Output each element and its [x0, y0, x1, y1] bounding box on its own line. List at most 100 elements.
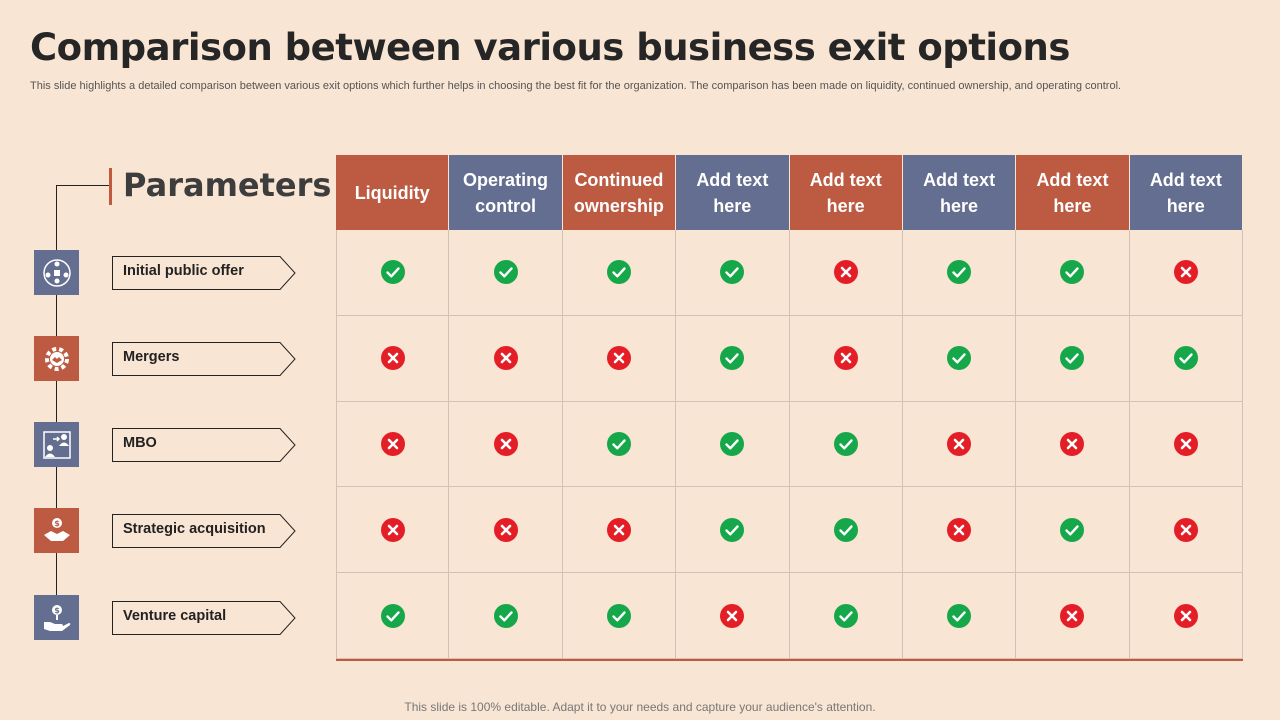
table-cell [902, 573, 1017, 659]
table-cell [449, 230, 563, 316]
check-icon [606, 603, 632, 629]
cross-icon [493, 345, 519, 371]
table-cell [1016, 487, 1130, 574]
table-cell [336, 401, 450, 488]
table-cell [902, 230, 1017, 316]
check-icon [606, 259, 632, 285]
table-cell [449, 573, 563, 659]
parameter-label: Mergers [112, 342, 296, 376]
column-header: Add text here [1016, 155, 1130, 230]
check-icon [946, 345, 972, 371]
table-cell [1129, 401, 1243, 488]
column-header: Liquidity [336, 155, 450, 230]
table-cell [1016, 315, 1130, 402]
check-icon [493, 603, 519, 629]
table-cell [789, 573, 903, 659]
check-icon [380, 603, 406, 629]
parameter-label-text: MBO [123, 435, 157, 451]
page-subtitle: This slide highlights a detailed compari… [30, 80, 1122, 92]
table-cell [789, 401, 903, 488]
parameter-label-text: Initial public offer [123, 263, 244, 279]
table-cell [676, 315, 790, 402]
cross-icon [1173, 259, 1199, 285]
cross-icon [946, 431, 972, 457]
column-header: Operating control [449, 155, 563, 230]
parameter-label: Strategic acquisition [112, 514, 296, 548]
table-cell [676, 487, 790, 574]
check-icon [606, 431, 632, 457]
table-cell [1129, 487, 1243, 574]
table-cell [1016, 401, 1130, 488]
table-cell [562, 401, 677, 488]
svg-text:$: $ [54, 606, 60, 615]
check-icon [493, 259, 519, 285]
check-icon [946, 603, 972, 629]
column-header: Continued ownership [562, 155, 677, 230]
parameter-label-text: Venture capital [123, 608, 227, 624]
check-icon [1173, 345, 1199, 371]
table-cell [336, 487, 450, 574]
column-header: Add text here [789, 155, 903, 230]
column-header: Add text here [902, 155, 1017, 230]
cross-icon [606, 517, 632, 543]
check-icon [380, 259, 406, 285]
cross-icon [1173, 517, 1199, 543]
table-cell [562, 487, 677, 574]
dollar-handshake-icon: $ [34, 508, 79, 553]
cross-icon [493, 517, 519, 543]
check-icon [1059, 517, 1085, 543]
cross-icon [380, 345, 406, 371]
column-header: Add text here [1129, 155, 1243, 230]
column-header: Add text here [676, 155, 790, 230]
check-icon [719, 259, 745, 285]
table-cell [902, 401, 1017, 488]
gear-handshake-icon [34, 336, 79, 381]
cross-icon [719, 603, 745, 629]
parameters-heading: Parameters [123, 166, 332, 204]
table-cell [902, 315, 1017, 402]
cross-icon [380, 431, 406, 457]
table-cell [676, 230, 790, 316]
hand-coin-icon: $ [34, 595, 79, 640]
table-cell [562, 573, 677, 659]
cross-icon [833, 345, 859, 371]
parameters-accent-bar [109, 168, 112, 205]
check-icon [1059, 345, 1085, 371]
table-cell [676, 401, 790, 488]
cross-icon [1059, 431, 1085, 457]
people-network-icon [34, 250, 79, 295]
check-icon [719, 345, 745, 371]
parameter-label: MBO [112, 428, 296, 462]
table-cell [336, 230, 450, 316]
table-cell [449, 315, 563, 402]
check-icon [719, 431, 745, 457]
connector-line [56, 185, 57, 617]
table-cell [789, 230, 903, 316]
svg-text:$: $ [54, 519, 60, 528]
management-exchange-icon [34, 422, 79, 467]
cross-icon [1059, 603, 1085, 629]
table-cell [562, 315, 677, 402]
check-icon [1059, 259, 1085, 285]
table-cell [449, 487, 563, 574]
table-cell [562, 230, 677, 316]
table-cell [336, 573, 450, 659]
table-cell [1016, 573, 1130, 659]
cross-icon [380, 517, 406, 543]
table-cell [1016, 230, 1130, 316]
cross-icon [606, 345, 632, 371]
cross-icon [1173, 431, 1199, 457]
check-icon [833, 431, 859, 457]
footer-note: This slide is 100% editable. Adapt it to… [404, 700, 876, 714]
table-cell [336, 315, 450, 402]
check-icon [719, 517, 745, 543]
cross-icon [1173, 603, 1199, 629]
parameter-label: Venture capital [112, 601, 296, 635]
parameter-label-text: Mergers [123, 349, 180, 365]
table-cell [902, 487, 1017, 574]
check-icon [833, 603, 859, 629]
table-cell [1129, 315, 1243, 402]
parameter-label-text: Strategic acquisition [123, 521, 266, 537]
table-cell [449, 401, 563, 488]
table-cell [1129, 573, 1243, 659]
